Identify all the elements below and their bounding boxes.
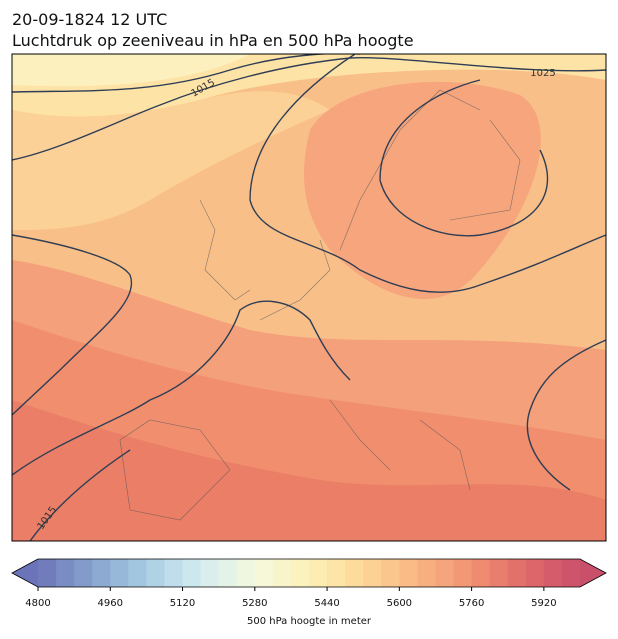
- colorbar-tick-label: 5440: [314, 598, 339, 609]
- colorbar: 4800 4960 5120 5280 5440 5600 5760 5920: [11, 558, 607, 609]
- colorbar-bin: [290, 559, 310, 587]
- colorbar-bin: [399, 559, 418, 587]
- colorbar-bin: [417, 559, 436, 587]
- colorbar-bin: [327, 559, 346, 587]
- colorbar-bin: [56, 559, 75, 587]
- colorbar-tick-label: 4960: [98, 598, 123, 609]
- colorbar-bin: [345, 559, 364, 587]
- colorbar-bin: [74, 559, 93, 587]
- colorbar-label: 500 hPa hoogte in meter: [247, 616, 372, 627]
- colorbar-bin: [164, 559, 184, 587]
- date-title: 20-09-1824 12 UTC: [12, 10, 167, 29]
- colorbar-bin: [309, 559, 328, 587]
- colorbar-bin: [182, 559, 202, 587]
- colorbar-tick-label: 5280: [242, 598, 267, 609]
- contour-label: 1025: [530, 68, 555, 79]
- colorbar-tick-label: 4800: [25, 598, 50, 609]
- colorbar-bin: [381, 559, 400, 587]
- colorbar-bin: [218, 559, 238, 587]
- colorbar-tick-label: 5760: [459, 598, 484, 609]
- colorbar-bin: [453, 559, 473, 587]
- colorbar-bin: [92, 559, 111, 587]
- colorbar-bin: [435, 559, 455, 587]
- colorbar-bin: [146, 559, 165, 587]
- colorbar-bin: [525, 559, 545, 587]
- colorbar-bin: [128, 559, 147, 587]
- colorbar-tick-label: 5920: [531, 598, 556, 609]
- colorbar-tick-label: 5600: [387, 598, 412, 609]
- colorbar-bin: [561, 559, 581, 587]
- colorbar-bin: [543, 559, 563, 587]
- colorbar-bin: [38, 559, 57, 587]
- colorbar-bin: [236, 559, 256, 587]
- colorbar-extend-low: [12, 559, 38, 587]
- colorbar-extend-high: [580, 559, 606, 587]
- colorbar-bin: [200, 559, 220, 587]
- map: [12, 54, 606, 541]
- map-title: Luchtdruk op zeeniveau in hPa en 500 hPa…: [12, 31, 414, 50]
- colorbar-bin: [363, 559, 382, 587]
- colorbar-bin: [254, 559, 274, 587]
- colorbar-bin: [272, 559, 292, 587]
- colorbar-bin: [471, 559, 491, 587]
- colorbar-bin: [110, 559, 129, 587]
- colorbar-frame: [11, 558, 607, 588]
- map-frame: [11, 53, 607, 542]
- colorbar-tick-label: 5120: [170, 598, 195, 609]
- colorbar-bin: [489, 559, 509, 587]
- colorbar-bin: [507, 559, 527, 587]
